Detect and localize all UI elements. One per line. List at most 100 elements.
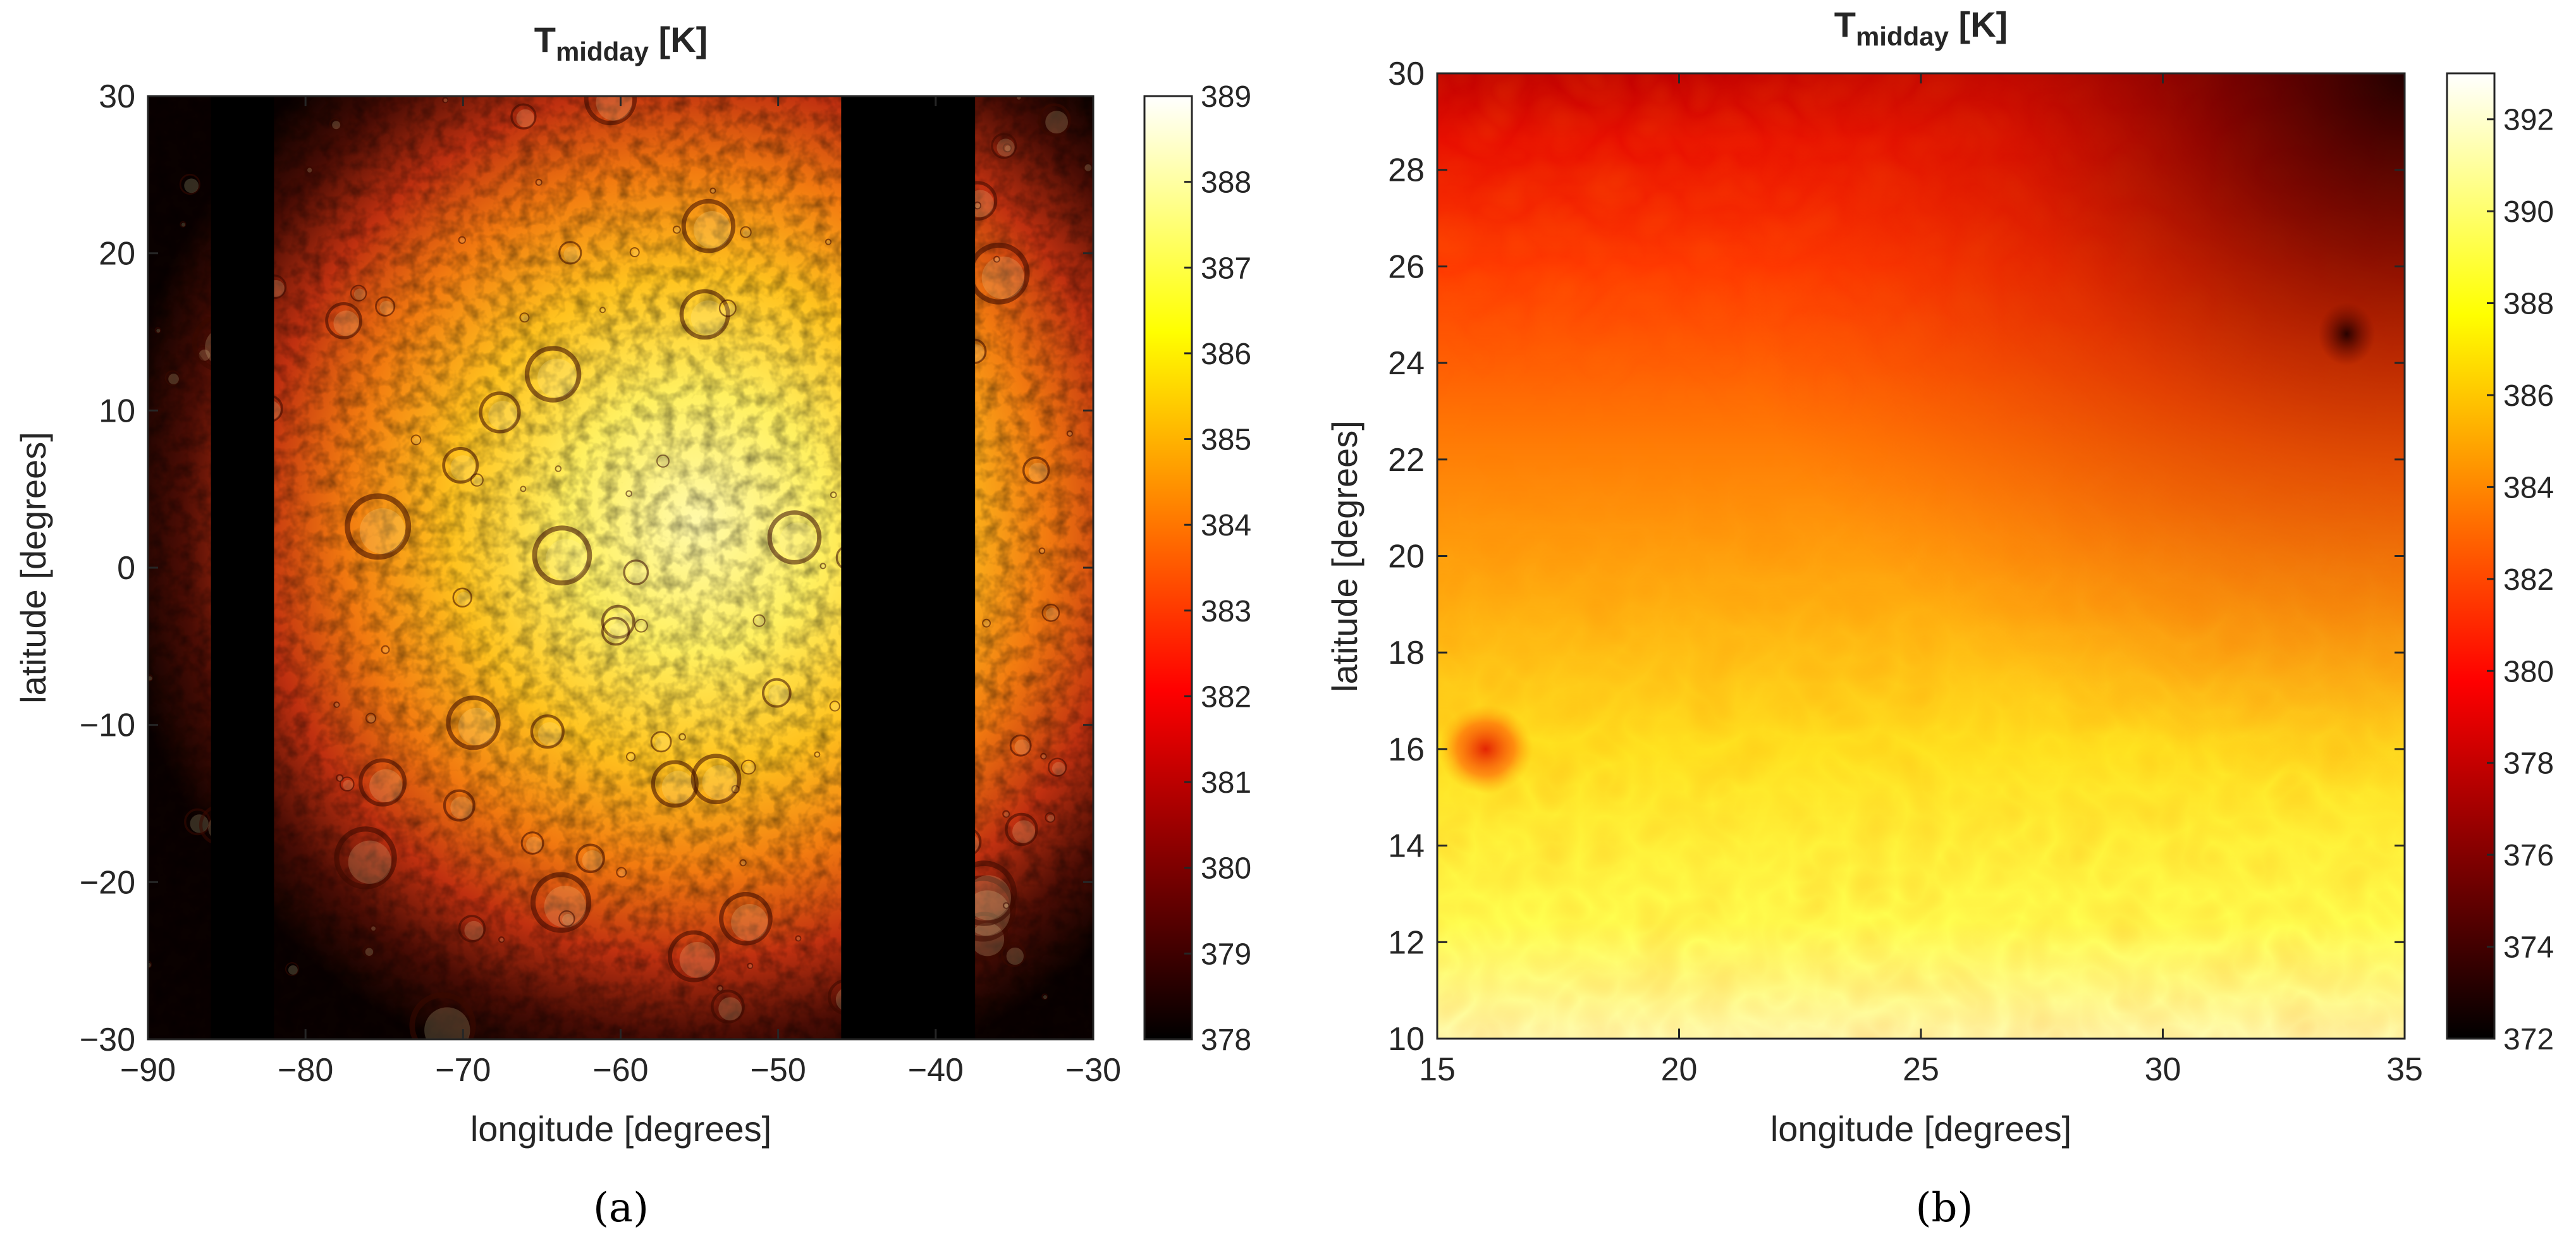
crater-floor (1045, 608, 1058, 621)
crater-floor (334, 703, 340, 707)
panel-b-colorbar (2447, 73, 2494, 1039)
crater-floor (680, 735, 685, 740)
crater (375, 296, 396, 317)
y-tick-label: −10 (80, 707, 135, 744)
crater-floor (338, 776, 343, 781)
crater (336, 774, 344, 782)
crater-floor (353, 288, 365, 300)
crater (442, 447, 479, 484)
crater (830, 491, 837, 499)
crater-floor (369, 769, 403, 803)
crater-floor (516, 109, 534, 128)
crater (381, 645, 390, 654)
y-tick-label: 10 (1388, 1021, 1425, 1058)
y-tick-label: 24 (1388, 345, 1425, 382)
crater (164, 370, 181, 386)
colorbar-tick-label: 380 (2503, 655, 2554, 688)
crater (1041, 604, 1060, 622)
crater-floor (984, 621, 990, 627)
crater (530, 872, 592, 933)
crater (446, 695, 501, 750)
crater (1002, 810, 1010, 818)
crater-floor (563, 246, 580, 263)
y-tick-label: 10 (99, 393, 135, 429)
crater-floor (826, 240, 831, 245)
crater (325, 302, 362, 339)
crater (740, 759, 756, 775)
colorbar-tick-label: 376 (2503, 839, 2554, 872)
crater (498, 936, 505, 943)
x-tick-label: −80 (278, 1052, 333, 1089)
crater (740, 226, 752, 238)
crater (739, 859, 747, 867)
y-tick-label: 12 (1388, 924, 1425, 961)
crater-floor (711, 189, 715, 193)
crater (761, 678, 792, 708)
panel-b-title: Tmidday [K] (1834, 4, 2008, 51)
crater (359, 758, 407, 807)
crater-floor (537, 358, 577, 398)
colorbar-tick-label: 382 (2503, 563, 2554, 597)
colorbar-tick-label: 388 (1201, 166, 1251, 200)
colorbar-tick-label: 378 (1201, 1023, 1251, 1057)
panel-a-title: Tmidday [K] (534, 20, 708, 66)
crater (558, 241, 582, 265)
x-tick-label: −30 (1065, 1052, 1121, 1089)
crater (709, 187, 716, 194)
crater-floor (460, 238, 465, 243)
x-tick-label: −40 (908, 1052, 964, 1089)
colorbar-tick-label: 386 (1201, 338, 1251, 371)
crater-floor (995, 257, 1000, 262)
panel-b-warm-spot (1438, 704, 1533, 793)
crater (668, 930, 720, 982)
crater (718, 299, 737, 317)
crater-floor (473, 476, 482, 486)
crater (329, 118, 342, 131)
panel-a-xlabel: longitude [degrees] (470, 1109, 771, 1149)
crater (814, 751, 821, 758)
colorbar-tick-label: 385 (1201, 424, 1251, 457)
crater (795, 935, 802, 942)
crater-floor (1004, 812, 1009, 817)
crater-floor (562, 913, 574, 926)
x-tick-label: −70 (435, 1052, 491, 1089)
crater-floor (1045, 111, 1069, 134)
crater-floor (718, 986, 723, 991)
crater-floor (307, 168, 312, 173)
crater (690, 754, 742, 805)
crater (334, 826, 397, 889)
crater-floor (521, 487, 525, 491)
panel-a-no-data-band-2 (841, 96, 976, 1039)
crater (819, 563, 826, 570)
crater-floor (359, 508, 406, 554)
crater-floor (966, 875, 1012, 920)
crater-floor (741, 860, 746, 865)
crater (651, 760, 699, 808)
crater-floor (1040, 549, 1045, 554)
crater (362, 945, 374, 957)
crater (179, 173, 200, 195)
colorbar-tick-label: 386 (2503, 379, 2554, 413)
crater-floor (443, 98, 448, 102)
crater (1005, 812, 1038, 846)
crater (678, 733, 686, 741)
crater-floor (413, 437, 420, 444)
crater (599, 307, 606, 314)
crater-floor (522, 315, 529, 322)
crater-floor (618, 869, 626, 877)
crater-floor (1068, 432, 1072, 436)
panel-a-colorbar-frame (1143, 95, 1193, 1041)
x-tick-label: −60 (592, 1052, 648, 1089)
crater (672, 225, 681, 234)
x-tick-label: −50 (751, 1052, 806, 1089)
panel-b-dark-spot (2318, 302, 2376, 366)
crater-floor (365, 948, 374, 956)
crater (180, 221, 187, 228)
crater (1041, 993, 1048, 1000)
crater-floor (608, 623, 628, 644)
colorbar-tick-label: 388 (2503, 288, 2554, 321)
crater (982, 618, 991, 628)
crater (520, 486, 527, 492)
crater (656, 454, 670, 468)
crater (410, 434, 422, 446)
